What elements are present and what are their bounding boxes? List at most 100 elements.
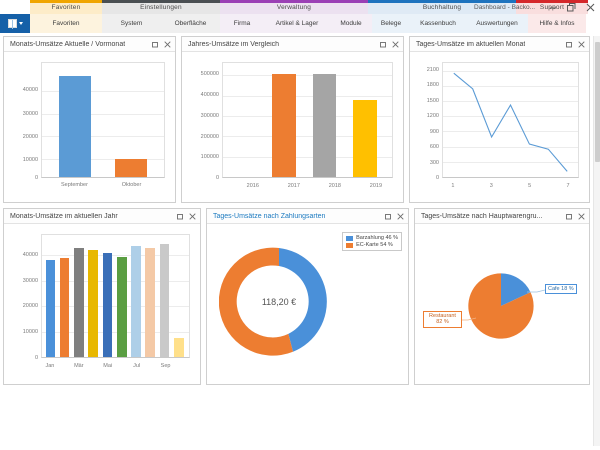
tab-accent-bar bbox=[102, 0, 220, 3]
chart-bar-monats-vormonat: 0 10000 20000 30000 40000 September Okto… bbox=[8, 56, 171, 200]
sub-tab-kassenbuch[interactable]: Kassenbuch bbox=[410, 14, 466, 33]
panel-close-icon[interactable] bbox=[391, 40, 399, 48]
sub-tab-hilfe-infos[interactable]: Hilfe & Infos bbox=[528, 14, 586, 33]
x-tick-label: Jul bbox=[133, 363, 141, 369]
panel-restore-icon[interactable] bbox=[151, 40, 159, 48]
tab-accent-bar bbox=[516, 0, 588, 3]
x-axis: 1 3 5 7 bbox=[442, 183, 579, 193]
panel-restore-icon[interactable] bbox=[384, 212, 392, 220]
bar-feb bbox=[59, 258, 70, 357]
y-tick-label: 40000 bbox=[22, 251, 38, 258]
sub-tab-favoriten[interactable]: Favoriten bbox=[30, 14, 102, 33]
tab-accent-bar bbox=[220, 0, 368, 3]
chevron-down-icon bbox=[18, 22, 23, 25]
sub-tab-firma[interactable]: Firma bbox=[220, 14, 264, 33]
panel-body: 0 100000 200000 300000 400000 500000 201… bbox=[182, 52, 403, 202]
ribbon: Favoriten Einstellungen Verwaltung Buchh… bbox=[0, 0, 600, 33]
panel-tages-umsaetze-im-aktuellen-monat[interactable]: Tages-Umsätze im aktuellen Monat bbox=[409, 36, 590, 203]
panel-monats-umsaetze-aktuelle-vormonat[interactable]: Monats-Umsätze Aktuelle / Vormonat bbox=[3, 36, 176, 203]
window-title: Dashboard - Backo... bbox=[474, 3, 536, 11]
plot-area bbox=[41, 62, 165, 178]
panel-restore-icon[interactable] bbox=[565, 212, 573, 220]
scrollbar-thumb[interactable] bbox=[595, 42, 600, 162]
chart-donut-zahlungsarten: 118,20 € Barzahlung 46 % EC-Karte 54 % bbox=[211, 228, 404, 382]
panel-body: 0 10000 20000 30000 40000 September Okto… bbox=[4, 52, 175, 202]
bar-sep bbox=[159, 243, 170, 357]
restore-icon[interactable] bbox=[562, 0, 581, 14]
legend-label: Barzahlung 46 % bbox=[356, 235, 398, 241]
panel-restore-icon[interactable] bbox=[379, 40, 387, 48]
panel-close-icon[interactable] bbox=[163, 40, 171, 48]
pie-annotation-cafe: Cafe 18 % bbox=[545, 284, 577, 295]
y-tick-label: 20000 bbox=[22, 303, 38, 310]
bar-okt bbox=[174, 337, 184, 357]
y-tick-label: 30000 bbox=[22, 110, 38, 117]
ribbon-group-tab-favoriten[interactable]: Favoriten bbox=[30, 0, 102, 14]
panel-body: 0 10000 20000 30000 40000 Jan Mär Mai Ju… bbox=[4, 224, 200, 384]
x-tick-label: 3 bbox=[489, 183, 493, 189]
y-tick-label: 1200 bbox=[426, 113, 439, 120]
sub-tab-belege[interactable]: Belege bbox=[372, 14, 410, 33]
bar-2017 bbox=[272, 73, 296, 177]
y-tick-label: 30000 bbox=[22, 277, 38, 284]
panel-restore-icon[interactable] bbox=[176, 212, 184, 220]
sub-tab-auswertungen[interactable]: Auswertungen bbox=[466, 14, 528, 33]
y-tick-label: 0 bbox=[215, 175, 219, 181]
panel-close-icon[interactable] bbox=[577, 212, 585, 220]
sub-tab-label: Firma bbox=[233, 20, 251, 27]
panel-tages-umsaetze-nach-zahlungsarten[interactable]: Tages-Umsätze nach Zahlungsarten bbox=[206, 208, 409, 385]
dashboard-grid: Monats-Umsätze Aktuelle / Vormonat bbox=[3, 36, 592, 385]
y-tick-label: 10000 bbox=[22, 156, 38, 163]
bar-jun bbox=[116, 257, 127, 357]
panel-restore-icon[interactable] bbox=[565, 40, 573, 48]
panel-close-icon[interactable] bbox=[188, 212, 196, 220]
panel-close-icon[interactable] bbox=[396, 212, 404, 220]
panel-title: Monats-Umsätze im aktuellen Jahr bbox=[10, 212, 118, 220]
y-tick-label: 10000 bbox=[22, 329, 38, 336]
panel-header-buttons bbox=[565, 212, 585, 220]
pie-slice-restaurant bbox=[468, 273, 534, 339]
panel-body: 0 300 600 900 1200 1500 1800 2100 1 bbox=[410, 52, 589, 202]
bar-jan bbox=[45, 259, 56, 357]
sub-tab-artikel-lager[interactable]: Artikel & Lager bbox=[264, 14, 330, 33]
bar-september bbox=[59, 75, 91, 177]
sub-tab-label: Kassenbuch bbox=[420, 20, 456, 27]
x-tick-label: Jan bbox=[45, 363, 55, 369]
chart-pie-hauptwarengruppen: Cafe 18 % Restaurant 82 % bbox=[419, 228, 585, 382]
ribbon-group-tab-verwaltung[interactable]: Verwaltung bbox=[220, 0, 368, 14]
x-tick-label: September bbox=[61, 182, 88, 188]
bar-oktober bbox=[115, 159, 147, 177]
y-tick-label: 40000 bbox=[22, 87, 38, 94]
panel-monats-umsaetze-im-aktuellen-jahr[interactable]: Monats-Umsätze im aktuellen Jahr bbox=[3, 208, 201, 385]
minimize-icon[interactable] bbox=[543, 0, 562, 14]
panel-header: Monats-Umsätze im aktuellen Jahr bbox=[4, 209, 200, 224]
x-tick-label: 2018 bbox=[328, 183, 341, 189]
panel-header-buttons bbox=[176, 212, 196, 220]
ribbon-group-tab-label: Support bbox=[539, 3, 565, 11]
close-icon[interactable] bbox=[581, 0, 600, 14]
x-tick-label: Mär bbox=[74, 363, 84, 369]
x-axis: September Oktober bbox=[41, 182, 165, 192]
y-axis: 0 100000 200000 300000 400000 500000 bbox=[186, 62, 219, 181]
panel-close-icon[interactable] bbox=[577, 40, 585, 48]
panel-header-buttons bbox=[379, 40, 399, 48]
ribbon-group-tab-einstellungen[interactable]: Einstellungen bbox=[102, 0, 220, 14]
panel-header: Monats-Umsätze Aktuelle / Vormonat bbox=[4, 37, 175, 52]
legend-swatch-icon bbox=[346, 235, 354, 241]
y-axis: 0 10000 20000 30000 40000 bbox=[8, 62, 38, 181]
sub-tab-system[interactable]: System bbox=[102, 14, 161, 33]
panel-tages-umsaetze-nach-hauptwarengruppen[interactable]: Tages-Umsätze nach Hauptwarengru... bbox=[414, 208, 590, 385]
ribbon-sub-tabs: Favoriten System Oberfläche Firma Artike… bbox=[0, 14, 600, 33]
dashboard-row-1: Monats-Umsätze Aktuelle / Vormonat bbox=[3, 36, 592, 203]
plot-area bbox=[442, 62, 579, 178]
y-tick-label: 0 bbox=[34, 175, 38, 181]
legend-item-ec-karte: EC-Karte 54 % bbox=[346, 242, 398, 248]
y-tick-label: 300 bbox=[429, 159, 439, 166]
ribbon-group-tab-buchhaltung[interactable]: Buchhaltung bbox=[368, 0, 516, 14]
vertical-scrollbar[interactable] bbox=[593, 36, 600, 446]
panel-jahres-umsaetze-im-vergleich[interactable]: Jahres-Umsätze im Vergleich bbox=[181, 36, 404, 203]
panel-header: Tages-Umsätze nach Zahlungsarten bbox=[207, 209, 408, 224]
sub-tab-oberflaeche[interactable]: Oberfläche bbox=[161, 14, 220, 33]
sub-tab-module[interactable]: Module bbox=[330, 14, 372, 33]
application-menu-button[interactable] bbox=[0, 14, 30, 33]
